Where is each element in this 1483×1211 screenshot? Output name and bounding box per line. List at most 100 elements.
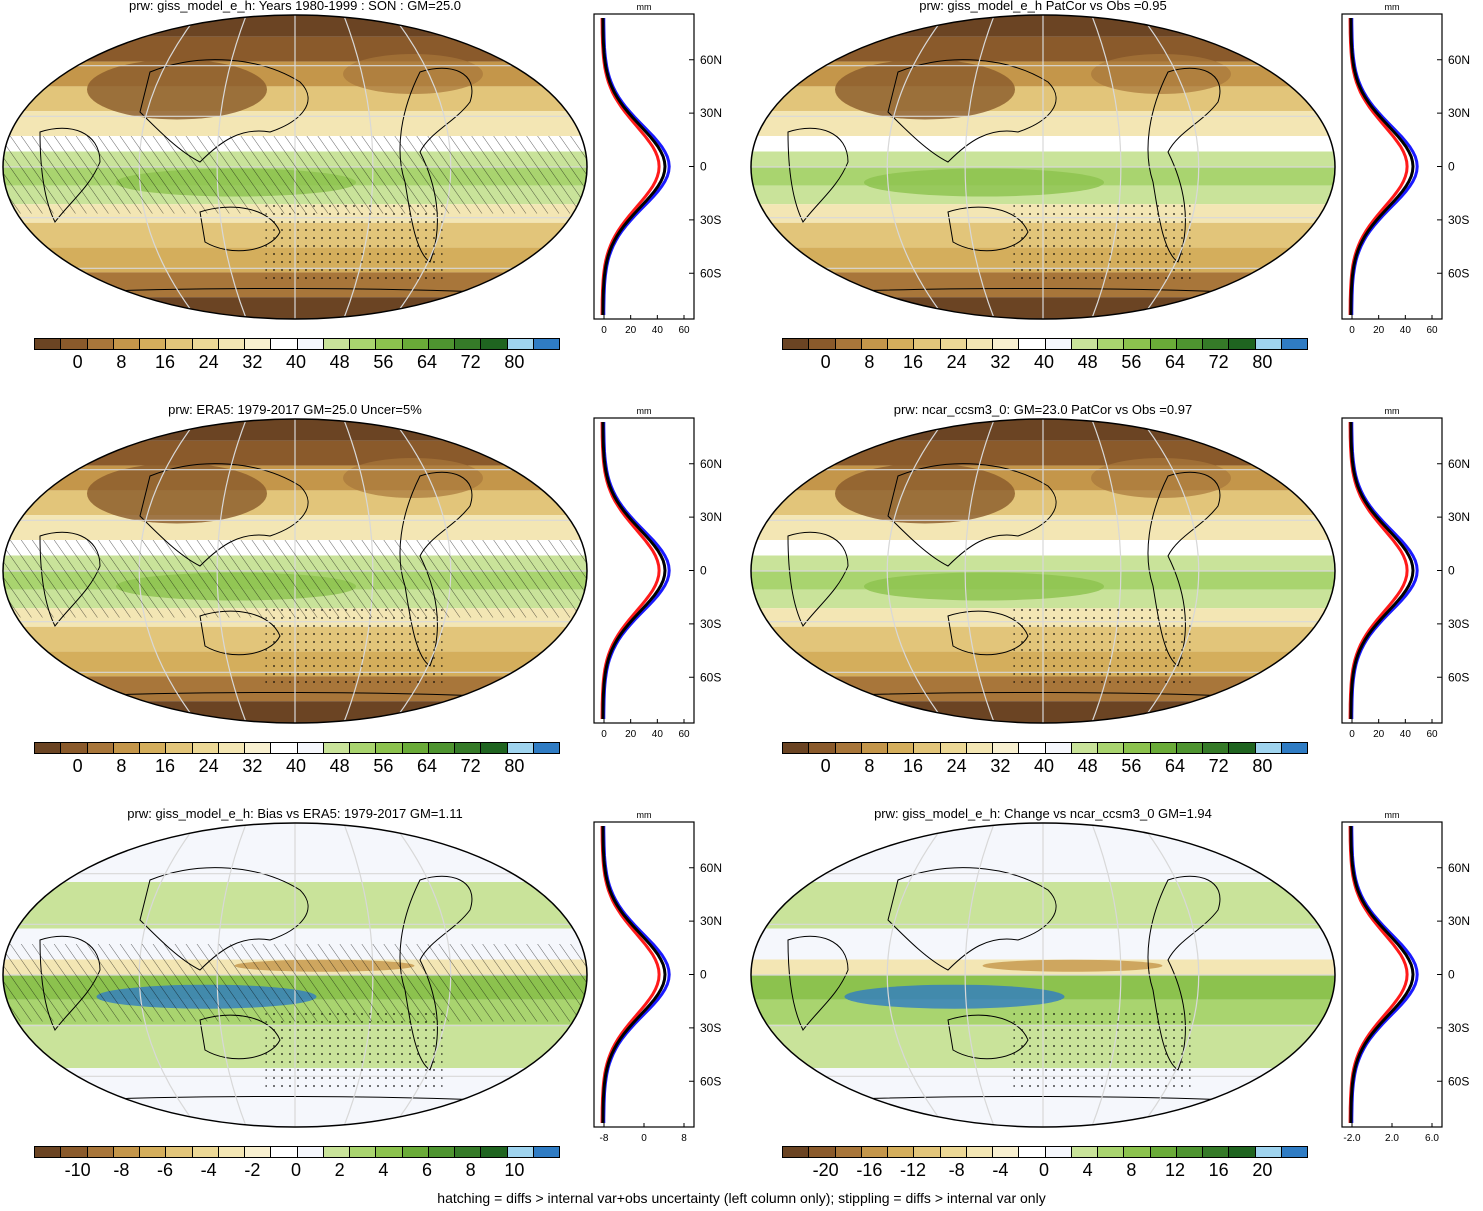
- colorbar-swatch: [35, 339, 62, 349]
- colorbar-tick-label: 16: [902, 756, 924, 776]
- lat-tick-label: 0: [1448, 564, 1455, 578]
- colorbar-swatch: [914, 1147, 941, 1157]
- profile-units: mm: [637, 406, 652, 416]
- profile-x-tick-label: 0: [1349, 325, 1355, 336]
- colorbar-swatch: [297, 743, 324, 753]
- lat-tick-label: 0: [1448, 160, 1455, 174]
- lat-tick-label: 30N: [1448, 106, 1470, 120]
- colorbar-swatch: [455, 1147, 482, 1157]
- zonal-mean-profile: mm 60N 30N 0 30S 60S -8 0 8: [593, 810, 722, 1144]
- profile-x-tick-label: 60: [678, 729, 690, 740]
- zonal-mean-profile: mm 60N 30N 0 30S 60S 0 20 40 60: [593, 2, 722, 336]
- colorbar-swatch: [1124, 743, 1151, 753]
- colorbar-tick-label: 16: [902, 352, 924, 372]
- colorbar-swatch: [1281, 743, 1307, 753]
- colorbar-swatch: [402, 339, 429, 349]
- lat-tick-label: 60N: [700, 53, 722, 67]
- profile-x-tick-label: 60: [1426, 729, 1438, 740]
- colorbar-tick-label: 80: [1252, 352, 1273, 372]
- lat-tick-label: 60S: [700, 1074, 721, 1088]
- colorbar-tick-label: -16: [856, 1160, 883, 1180]
- colorbar-swatch: [61, 1147, 88, 1157]
- colorbar-swatch: [166, 1147, 193, 1157]
- colorbar-swatch: [1150, 339, 1177, 349]
- colorbar-swatch: [1255, 1147, 1282, 1157]
- colorbar-tick-label: -2: [244, 1160, 261, 1180]
- profile-line-red: [600, 422, 661, 719]
- colorbar-tick-label: 32: [990, 756, 1011, 776]
- map-panel-4: prw: ncar_ccsm3_0: GM=23.0 PatCor vs Obs…: [748, 402, 1483, 804]
- colorbar-swatch: [113, 1147, 140, 1157]
- colorbar-swatch: [87, 1147, 114, 1157]
- profile-line-black: [601, 825, 667, 1124]
- colorbar-swatch: [1176, 1147, 1203, 1157]
- profile-x-tick-label: 40: [652, 325, 664, 336]
- colorbar-swatch: [533, 743, 559, 753]
- colorbar-swatch: [376, 1147, 403, 1157]
- colorbar-tick-label: 64: [1164, 756, 1186, 776]
- colorbar-swatch: [61, 743, 88, 753]
- colorbar-tick-label: -8: [113, 1160, 130, 1180]
- colorbar-tick-label: -12: [899, 1160, 927, 1180]
- profile-x-tick-label: 0: [601, 325, 607, 336]
- lat-tick-label: 0: [700, 160, 707, 174]
- colorbar-tick-label: 72: [1208, 352, 1229, 372]
- profile-line-red: [1348, 826, 1409, 1123]
- colorbar-swatch: [428, 1147, 455, 1157]
- colorbar-swatch: [783, 339, 810, 349]
- colorbar-swatch: [940, 339, 967, 349]
- colorbar-tick-label: 8: [116, 756, 127, 776]
- colorbar-tick-label: 0: [290, 1160, 302, 1180]
- colorbar-swatch: [966, 339, 993, 349]
- colorbar-tick-label: 32: [242, 352, 263, 372]
- colorbar-swatch: [402, 1147, 429, 1157]
- colorbar-swatch: [1203, 743, 1230, 753]
- lat-tick-label: 30S: [700, 617, 721, 631]
- colorbar-tick-label: 64: [416, 756, 438, 776]
- panel-title: prw: ncar_ccsm3_0: GM=23.0 PatCor vs Obs…: [893, 402, 1193, 417]
- profile-x-tick-label: 60: [1426, 325, 1438, 336]
- colorbar-tick-label: 56: [1121, 756, 1142, 776]
- panel-title: prw: giss_model_e_h PatCor vs Obs =0.95: [919, 0, 1167, 13]
- colorbar-swatch: [1281, 339, 1307, 349]
- profile-line-black: [1349, 17, 1415, 316]
- colorbar-swatch: [87, 743, 114, 753]
- colorbar-tick-label: 32: [242, 756, 263, 776]
- colorbar-swatch: [271, 339, 298, 349]
- world-map: [750, 418, 1336, 724]
- colorbar-swatch: [835, 1147, 862, 1157]
- colorbar-swatch: [861, 339, 888, 349]
- colorbar-tick-label: -4: [992, 1160, 1009, 1180]
- colorbar-swatch: [1150, 743, 1177, 753]
- colorbar-swatch: [966, 1147, 993, 1157]
- profile-units: mm: [637, 810, 652, 820]
- zonal-mean-profile: mm 60N 30N 0 30S 60S 0 20 40 60: [1341, 406, 1470, 740]
- lat-tick-label: 30S: [700, 213, 721, 227]
- colorbar: [34, 338, 560, 350]
- colorbar-swatch: [350, 1147, 377, 1157]
- lat-tick-label: 30N: [1448, 510, 1470, 524]
- colorbar-swatch: [428, 339, 455, 349]
- colorbar-tick-label: 0: [72, 756, 83, 776]
- colorbar-swatch: [507, 339, 534, 349]
- lat-tick-label: 30N: [700, 510, 722, 524]
- profile-x-tick-label: 0: [641, 1133, 647, 1144]
- colorbar-swatch: [481, 1147, 508, 1157]
- colorbar-tick-label: 20: [1252, 1160, 1273, 1180]
- colorbar-swatch: [245, 339, 272, 349]
- colorbar-tick-label: 56: [1121, 352, 1142, 372]
- profile-line-black: [601, 17, 667, 316]
- colorbar-tick-label: -8: [948, 1160, 965, 1180]
- colorbar-tick-label: 8: [116, 352, 127, 372]
- world-map: [2, 14, 588, 320]
- colorbar-swatch: [1203, 1147, 1230, 1157]
- colorbar-swatch: [914, 743, 941, 753]
- colorbar-swatch: [140, 1147, 167, 1157]
- lat-tick-label: 60N: [1448, 861, 1470, 875]
- lat-tick-label: 60S: [1448, 266, 1469, 280]
- colorbar-swatch: [1045, 339, 1072, 349]
- colorbar-swatch: [245, 743, 272, 753]
- lat-tick-label: 0: [700, 564, 707, 578]
- lat-tick-label: 0: [700, 968, 707, 982]
- colorbar-swatch: [376, 339, 403, 349]
